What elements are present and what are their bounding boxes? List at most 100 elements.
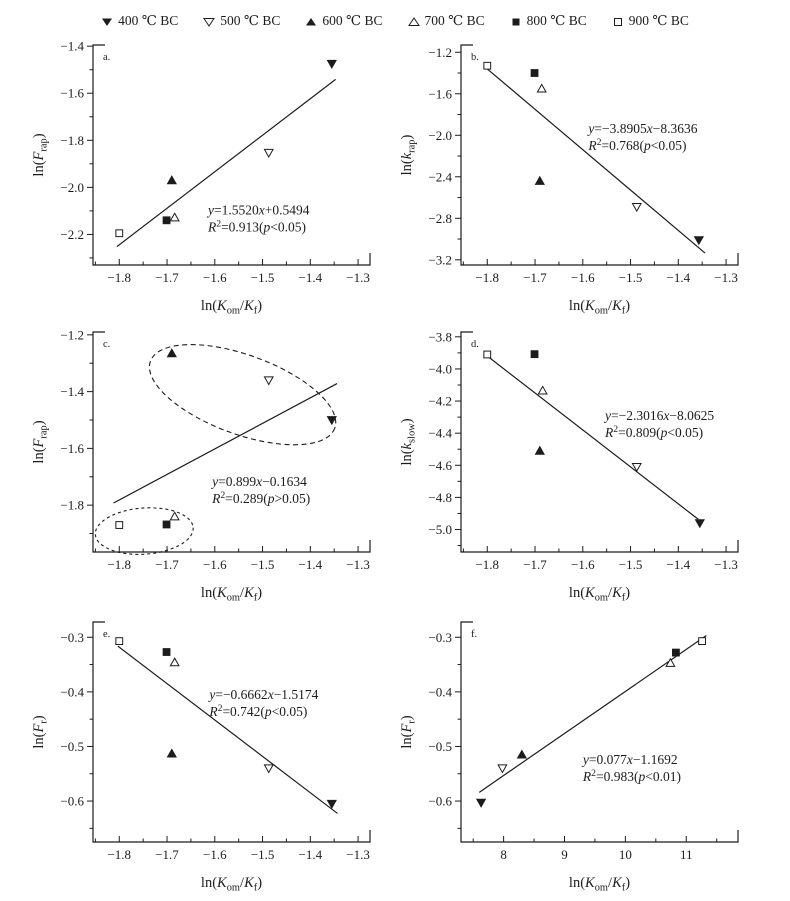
x-tick-label: −1.6: [571, 557, 595, 572]
data-point-tri-up-open: [169, 657, 180, 667]
data-point-square-open: [115, 521, 124, 529]
data-point-tri-up-filled: [166, 175, 177, 185]
data-point-tri-down-open: [631, 202, 642, 213]
x-tick-label: 10: [619, 847, 632, 862]
panel-letter: f.: [471, 629, 477, 640]
data-point-tri-up-filled: [166, 748, 177, 758]
axes-spines: [460, 621, 739, 843]
data-point-tri-up-open: [537, 385, 548, 395]
x-tick-label: −1.4: [299, 847, 323, 862]
legend-label: 700 ℃ BC: [424, 13, 485, 28]
axes-spines: [92, 44, 371, 266]
square-filled-icon: [512, 18, 520, 25]
legend-item-400: 400 ℃ BC: [101, 13, 178, 29]
r2-text: R2=0.768(p<0.05): [587, 137, 686, 153]
data-point-square-filled: [162, 216, 171, 225]
data-point-square-filled: [162, 648, 171, 656]
y-tick-label: −3.2: [428, 252, 452, 267]
data-point-square-filled: [672, 648, 680, 657]
panel-d: −1.8 −1.7 −1.6 −1.5 −1.4 −1.3 −5.0 −4.8 −4.6 −4.4…: [396, 324, 756, 606]
y-axis-label: ln(Fr): [399, 715, 417, 748]
x-tick-label: 9: [561, 847, 568, 862]
x-tick-label: −1.6: [571, 270, 595, 285]
data-point-square-open: [483, 61, 492, 70]
data-point-tri-up-open: [536, 83, 547, 93]
y-tick-label: −4.0: [428, 361, 452, 376]
panel-letter: c.: [103, 339, 110, 350]
y-tick-label: −4.4: [428, 426, 452, 441]
y-tick-label: −0.3: [60, 630, 84, 645]
data-point-tri-down-filled: [475, 798, 487, 808]
x-tick-label: −1.3: [346, 847, 370, 862]
panel-letter: b.: [471, 52, 479, 63]
y-axis-label: ln(Fr): [31, 715, 49, 748]
x-tick-label: −1.4: [667, 270, 691, 285]
panel-c-plot: −1.8 −1.7 −1.6 −1.5 −1.4 −1.3 −1.8 −1.6 −1.4 −1.2…: [31, 327, 371, 603]
x-tick-label: −1.7: [523, 557, 547, 572]
x-tick-label: −1.8: [475, 270, 499, 285]
y-tick-label: −1.6: [60, 86, 84, 101]
x-tick-label: −1.7: [155, 847, 179, 862]
x-axis-label: ln(Kom/Kf): [569, 298, 630, 316]
panel-b: −1.8 −1.7 −1.6 −1.5 −1.4 −1.3 −3.2 −2.8 −2.4 −2.0…: [396, 37, 756, 319]
y-tick-label: −4.6: [428, 458, 452, 473]
data-point-square-open: [115, 637, 124, 646]
equation-text: y=−0.6662x−1.5174: [207, 687, 318, 702]
x-tick-label: −1.6: [203, 557, 227, 572]
y-tick-label: −0.4: [60, 684, 84, 699]
x-tick-label: −1.4: [667, 557, 691, 572]
panel-e-plot: −1.8 −1.7 −1.6 −1.5 −1.4 −1.3 −0.6 −0.5 −0.4 −0.3…: [31, 621, 371, 893]
x-tick-label: −1.5: [251, 847, 275, 862]
y-axis-label: ln(kslow): [399, 418, 417, 465]
axes-spines: [460, 331, 739, 553]
data-point-square-filled: [530, 350, 539, 359]
legend-item-700: 700 ℃ BC: [407, 13, 485, 29]
equation-text: y=1.5520x+0.5494: [206, 202, 310, 217]
y-tick-label: −0.5: [428, 739, 452, 754]
data-point-tri-up-open: [169, 511, 180, 521]
y-tick-label: −2.0: [428, 128, 452, 143]
data-point-tri-up-filled: [534, 175, 545, 185]
y-tick-label: −1.8: [60, 498, 84, 513]
x-tick-label: −1.6: [203, 847, 227, 862]
x-tick-label: −1.3: [346, 270, 370, 285]
y-tick-label: −0.6: [428, 794, 452, 809]
panel-e: −1.8 −1.7 −1.6 −1.5 −1.4 −1.3 −0.6 −0.5 −0.4 −0.3…: [28, 614, 388, 896]
fit-line: [486, 68, 706, 254]
x-axis-label: ln(Kom/Kf): [201, 298, 262, 316]
legend-label: 600 ℃ BC: [322, 13, 383, 28]
x-tick-label: −1.8: [107, 557, 131, 572]
group-ellipse: [148, 344, 337, 446]
fit-line: [117, 645, 338, 814]
y-tick-label: −2.0: [60, 180, 84, 195]
panel-letter: a.: [103, 52, 110, 63]
x-tick-label: 11: [680, 847, 693, 862]
equation-text: y=0.077x−1.1692: [581, 752, 678, 767]
y-tick-label: −1.2: [60, 327, 84, 342]
r2-text: R2=0.809(p<0.05): [604, 424, 703, 440]
fit-line: [116, 78, 336, 248]
x-tick-label: −1.5: [619, 270, 643, 285]
x-tick-label: −1.5: [251, 270, 275, 285]
fit-line: [486, 355, 699, 520]
data-point-tri-down-filled: [694, 519, 705, 529]
data-point-tri-down-open: [263, 376, 274, 386]
tri-down-open-icon: [203, 17, 216, 27]
data-point-tri-down-open: [263, 764, 274, 774]
panel-f: 8 9 10 11 −0.6 −0.5 −0.4 −0.3 ln(Kom/Kf) ln(Fr) f.…: [396, 614, 756, 896]
x-tick-label: −1.3: [714, 270, 738, 285]
x-axis-label: ln(Kom/Kf): [569, 875, 630, 893]
legend-item-500: 500 ℃ BC: [203, 13, 280, 29]
axes-spines: [92, 621, 371, 843]
x-tick-label: −1.4: [299, 270, 323, 285]
x-tick-label: −1.6: [203, 270, 227, 285]
x-axis-label: ln(Kom/Kf): [201, 585, 262, 603]
panel-c: −1.8 −1.7 −1.6 −1.5 −1.4 −1.3 −1.8 −1.6 −1.4 −1.2…: [28, 324, 388, 606]
r2-text: R2=0.913(p<0.05): [207, 218, 306, 234]
y-tick-label: −2.4: [428, 169, 452, 184]
x-tick-label: −1.3: [346, 557, 370, 572]
panel-letter: e.: [103, 629, 110, 640]
y-tick-label: −2.8: [428, 211, 452, 226]
legend-label: 500 ℃ BC: [220, 13, 281, 28]
y-tick-label: −2.2: [60, 227, 84, 242]
